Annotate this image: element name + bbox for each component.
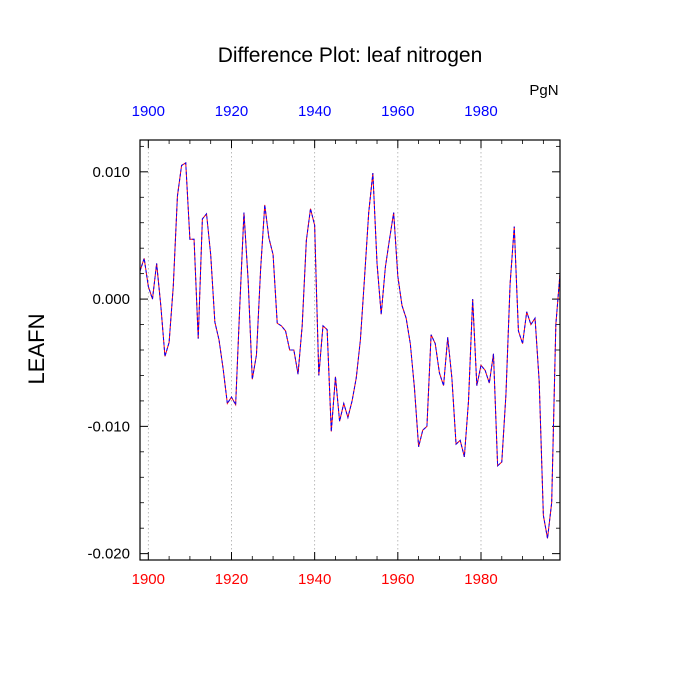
y-tick-label: 0.010 [92,164,130,181]
top-x-tick-labels: 1900 1920 1940 1960 1980 [132,103,498,120]
top-x-tick-label: 1940 [298,103,331,120]
y-tick-label: 0.000 [92,291,130,308]
series-line-b [139,162,561,539]
units-label: PgN [529,82,558,99]
bottom-x-tick-labels: 1900 1920 1940 1960 1980 [132,571,498,588]
top-x-tick-label: 1980 [464,103,497,120]
y-tick-label: -0.020 [87,546,130,563]
bottom-x-tick-label: 1940 [298,571,331,588]
top-x-tick-label: 1920 [215,103,248,120]
chart-title: Difference Plot: leaf nitrogen [218,44,483,67]
bottom-x-tick-label: 1900 [132,571,165,588]
bottom-x-tick-label: 1980 [464,571,497,588]
y-tick-labels: 0.010 0.000 -0.010 -0.020 [87,164,130,563]
series-lines [139,162,561,539]
bottom-x-tick-label: 1920 [215,571,248,588]
top-x-tick-label: 1960 [381,103,414,120]
axis-ticks [140,140,560,560]
top-x-tick-label: 1900 [132,103,165,120]
plot-frame [139,139,561,561]
y-axis-label: LEAFN [24,314,49,385]
y-tick-label: -0.010 [87,418,130,435]
bottom-x-tick-label: 1960 [381,571,414,588]
